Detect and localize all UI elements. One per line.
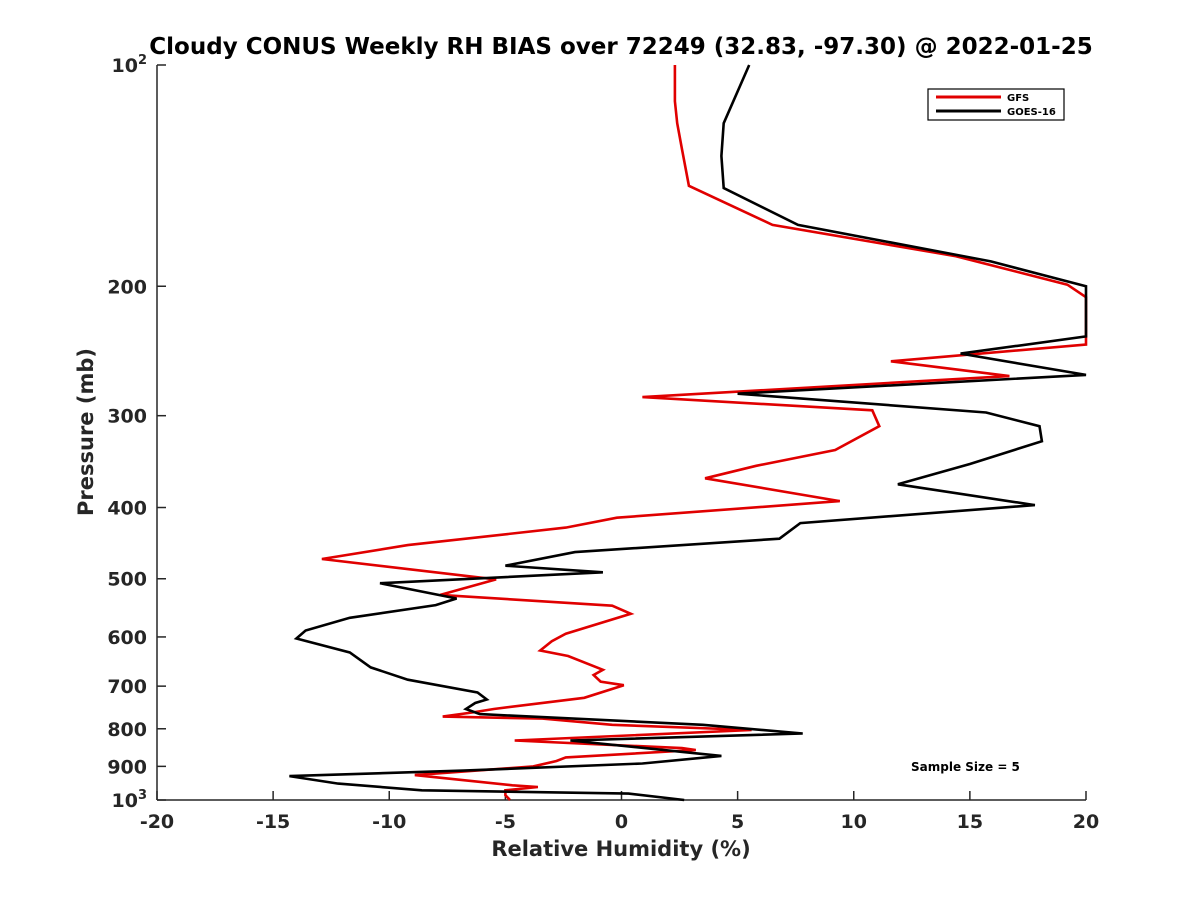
y-axis-label: Pressure (mb) bbox=[74, 348, 98, 516]
legend-label-goes16: GOES-16 bbox=[1007, 107, 1056, 118]
legend: GFS GOES-16 bbox=[927, 88, 1065, 121]
legend-box bbox=[927, 88, 1065, 121]
y-tick-label: 700 bbox=[107, 676, 147, 698]
chart-title: Cloudy CONUS Weekly RH BIAS over 72249 (… bbox=[149, 34, 1092, 60]
y-tick-label: 103 bbox=[112, 788, 148, 812]
y-tick-label: 102 bbox=[112, 53, 148, 77]
x-tick-label: 0 bbox=[615, 811, 628, 833]
y-tick-label: 800 bbox=[107, 719, 147, 741]
y-tick-label: 300 bbox=[107, 406, 147, 428]
series-line-goes16 bbox=[289, 64, 1088, 802]
x-tick-label: 15 bbox=[957, 811, 983, 833]
x-tick-label: -15 bbox=[256, 811, 290, 833]
x-tick-label: 20 bbox=[1073, 811, 1099, 833]
x-tick-label: -10 bbox=[372, 811, 406, 833]
y-tick-label: 500 bbox=[107, 569, 147, 591]
sample-size-note: Sample Size = 5 bbox=[911, 760, 1020, 774]
x-tick-label: 5 bbox=[731, 811, 744, 833]
y-tick-label: 600 bbox=[107, 627, 147, 649]
y-ticks: 200 300 400 500 600 700 800 900 102 103 bbox=[107, 53, 166, 812]
x-tick-label: 10 bbox=[841, 811, 867, 833]
y-tick-label: 900 bbox=[107, 756, 147, 778]
series-lines bbox=[289, 64, 1088, 802]
x-axis-label: Relative Humidity (%) bbox=[491, 837, 750, 861]
y-tick-label: 200 bbox=[107, 276, 147, 298]
y-tick-label: 400 bbox=[107, 498, 147, 520]
plot-area: -20 -15 -10 -5 0 5 10 15 20 200 300 400 500 600 700 80… bbox=[107, 53, 1099, 833]
x-tick-label: -5 bbox=[495, 811, 516, 833]
legend-label-gfs: GFS bbox=[1007, 93, 1029, 104]
x-tick-label: -20 bbox=[140, 811, 174, 833]
x-ticks: -20 -15 -10 -5 0 5 10 15 20 bbox=[140, 791, 1099, 833]
